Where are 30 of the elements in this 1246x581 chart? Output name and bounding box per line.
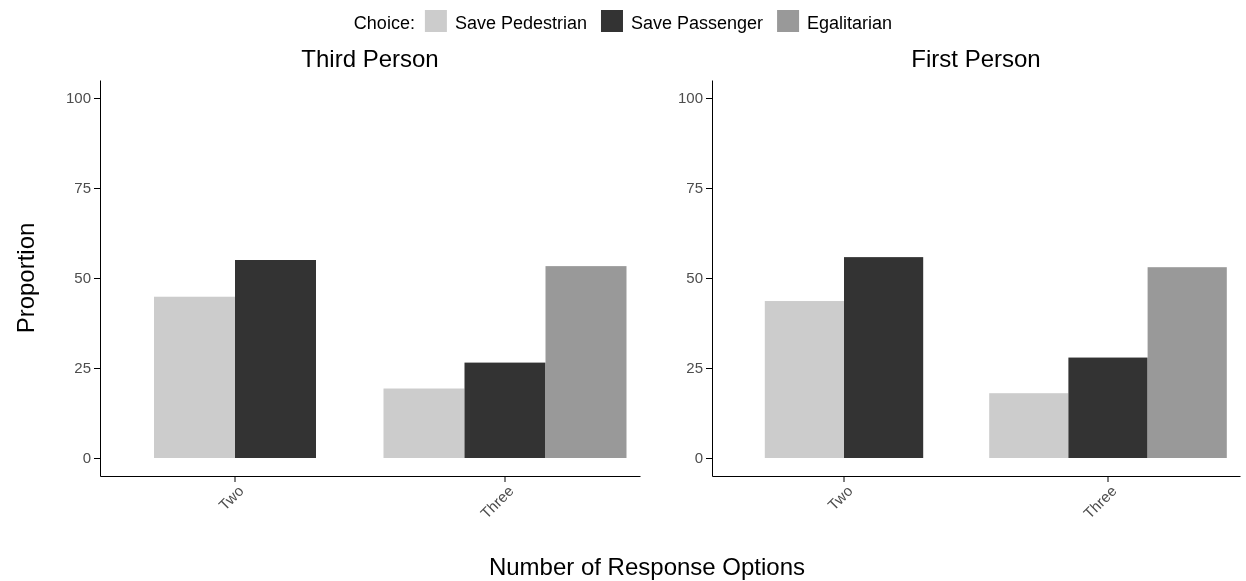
- bar: [545, 266, 627, 458]
- y-tick-label: 100: [677, 89, 703, 107]
- bar: [1147, 267, 1227, 458]
- y-tick-label: 75: [686, 179, 703, 197]
- y-tick-label: 0: [694, 449, 703, 467]
- chart-title: Third Person: [301, 45, 439, 72]
- bar: [464, 362, 546, 458]
- bar: [1068, 357, 1148, 458]
- legend-title: Choice:: [353, 13, 415, 33]
- y-tick-label: 0: [82, 449, 91, 467]
- x-tick-label: Two: [824, 482, 856, 514]
- y-axis-title: Proportion: [12, 222, 39, 334]
- y-tick-label: 50: [686, 269, 703, 287]
- legend-label: Save Passenger: [630, 13, 764, 33]
- bar: [989, 393, 1069, 458]
- y-tick-label: 50: [74, 269, 91, 287]
- bar: [764, 301, 844, 458]
- x-tick-label: Two: [215, 482, 247, 514]
- legend-label: Save Pedestrian: [454, 13, 587, 33]
- chart-title: First Person: [911, 45, 1041, 72]
- x-axis-title: Number of Response Options: [488, 553, 806, 580]
- y-tick-label: 100: [65, 89, 91, 107]
- y-tick-label: 25: [74, 359, 91, 377]
- bar: [383, 388, 465, 458]
- y-tick-label: 25: [686, 359, 703, 377]
- legend-label: Egalitarian: [807, 13, 893, 33]
- bar: [235, 260, 316, 458]
- y-tick-label: 75: [74, 179, 91, 197]
- bar: [154, 296, 235, 458]
- bar: [844, 257, 924, 458]
